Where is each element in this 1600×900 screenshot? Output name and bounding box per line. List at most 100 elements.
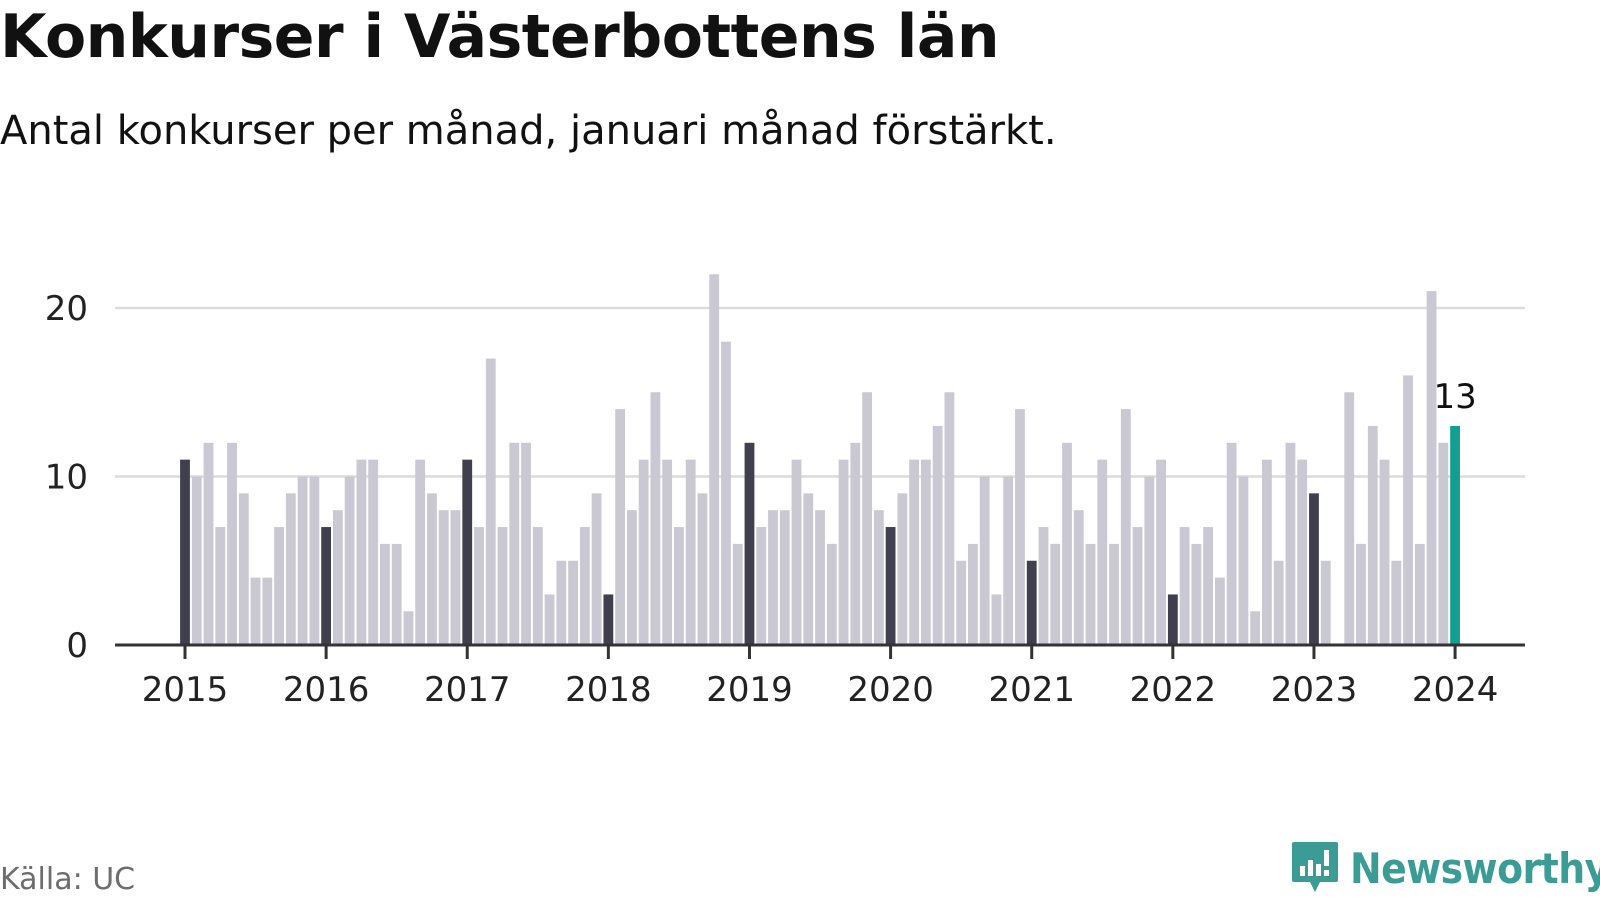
bar bbox=[626, 510, 637, 645]
bar bbox=[932, 425, 943, 645]
bar bbox=[1285, 442, 1296, 645]
bar bbox=[944, 392, 955, 645]
bar bbox=[991, 594, 1002, 645]
bar bbox=[1426, 291, 1437, 645]
x-tick-label: 2017 bbox=[424, 670, 511, 710]
bar bbox=[1144, 476, 1155, 645]
bar bbox=[274, 527, 284, 645]
bar bbox=[1050, 543, 1061, 645]
bar bbox=[1156, 459, 1166, 645]
bar bbox=[215, 527, 226, 645]
bar bbox=[474, 527, 484, 645]
bar bbox=[309, 476, 320, 645]
bar bbox=[591, 493, 602, 645]
bar bbox=[732, 543, 743, 645]
bar bbox=[521, 442, 531, 645]
bar bbox=[321, 527, 332, 645]
bar bbox=[779, 510, 790, 645]
bar bbox=[579, 527, 590, 645]
bar bbox=[685, 459, 696, 645]
bar bbox=[1214, 577, 1225, 645]
bar bbox=[180, 459, 190, 645]
x-tick-label: 2019 bbox=[706, 670, 793, 710]
bar bbox=[885, 527, 896, 645]
y-tick-label: 0 bbox=[66, 626, 88, 666]
y-tick-label: 20 bbox=[45, 289, 88, 329]
bar bbox=[250, 577, 261, 645]
bar bbox=[1203, 527, 1214, 645]
bar bbox=[227, 442, 237, 645]
bar bbox=[1062, 442, 1072, 645]
x-tick-label: 2016 bbox=[283, 670, 370, 710]
bar bbox=[697, 493, 708, 645]
bar bbox=[956, 560, 967, 645]
x-tick-label: 2018 bbox=[565, 670, 652, 710]
bar bbox=[1438, 442, 1449, 645]
bar bbox=[862, 392, 872, 645]
bar bbox=[1356, 543, 1366, 645]
bar bbox=[391, 543, 402, 645]
bar bbox=[1414, 543, 1425, 645]
bar bbox=[638, 459, 649, 645]
bar bbox=[332, 510, 343, 645]
bar bbox=[344, 476, 355, 645]
bar bbox=[615, 409, 626, 645]
x-tick-label: 2015 bbox=[142, 670, 229, 710]
bar bbox=[1320, 560, 1331, 645]
bar bbox=[838, 459, 849, 645]
bar bbox=[1097, 459, 1108, 645]
newsworthy-logo-icon bbox=[1292, 842, 1338, 892]
bar bbox=[815, 510, 825, 645]
bar bbox=[509, 442, 520, 645]
bar bbox=[744, 442, 755, 645]
bar bbox=[568, 560, 578, 645]
bar bbox=[709, 274, 720, 645]
bar bbox=[1085, 543, 1096, 645]
bar bbox=[1262, 459, 1272, 645]
bar bbox=[203, 442, 214, 645]
bar bbox=[756, 527, 767, 645]
bar bbox=[415, 459, 426, 645]
bar bbox=[1391, 560, 1402, 645]
bar bbox=[1273, 560, 1284, 645]
bar bbox=[403, 611, 414, 645]
bar bbox=[1344, 392, 1355, 645]
bar bbox=[1167, 594, 1178, 645]
bar bbox=[920, 459, 931, 645]
x-tick-label: 2023 bbox=[1271, 670, 1358, 710]
bar bbox=[368, 459, 379, 645]
bar bbox=[803, 493, 814, 645]
bar bbox=[1003, 476, 1014, 645]
bar bbox=[650, 392, 661, 645]
bar bbox=[1191, 543, 1202, 645]
bar bbox=[1250, 611, 1261, 645]
bar bbox=[1038, 527, 1049, 645]
bar bbox=[873, 510, 884, 645]
bar bbox=[450, 510, 461, 645]
bar bbox=[556, 560, 567, 645]
bar bbox=[1238, 476, 1249, 645]
y-tick-label: 10 bbox=[45, 458, 88, 498]
bar bbox=[1367, 425, 1378, 645]
brand-logo: Newsworthy bbox=[1290, 840, 1600, 896]
bar bbox=[1379, 459, 1390, 645]
brand-name: Newsworthy bbox=[1350, 843, 1600, 893]
x-tick-label: 2021 bbox=[988, 670, 1075, 710]
bar bbox=[1309, 493, 1319, 645]
bar bbox=[1297, 459, 1308, 645]
source-label: Källa: UC bbox=[0, 862, 136, 897]
bar bbox=[297, 476, 308, 645]
bar bbox=[1179, 527, 1190, 645]
chart-subtitle: Antal konkurser per månad, januari månad… bbox=[0, 108, 1057, 154]
x-tick-label: 2022 bbox=[1130, 670, 1217, 710]
bar bbox=[544, 594, 555, 645]
bar bbox=[1226, 442, 1237, 645]
bar bbox=[1403, 375, 1413, 645]
x-tick-label: 2024 bbox=[1412, 670, 1499, 710]
bar bbox=[674, 527, 684, 645]
bar bbox=[438, 510, 449, 645]
bar bbox=[1450, 425, 1460, 645]
bar bbox=[721, 341, 731, 645]
bar bbox=[1026, 560, 1037, 645]
